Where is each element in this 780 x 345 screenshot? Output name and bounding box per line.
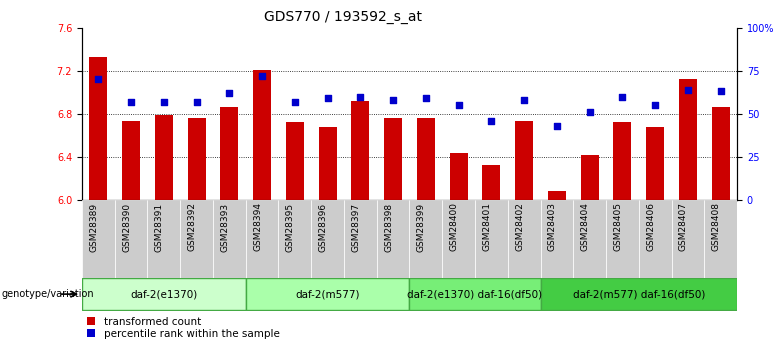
Text: GDS770 / 193592_s_at: GDS770 / 193592_s_at — [264, 10, 422, 24]
Bar — [285, 122, 304, 200]
Text: GSM28394: GSM28394 — [253, 203, 262, 252]
Text: GSM28404: GSM28404 — [580, 203, 590, 251]
Text: daf-2(e1370): daf-2(e1370) — [130, 289, 197, 299]
FancyBboxPatch shape — [475, 200, 508, 278]
Bar — [318, 127, 337, 200]
Bar — [515, 121, 534, 200]
Bar — [613, 122, 632, 200]
Bar — [384, 118, 402, 200]
Point — [321, 96, 334, 101]
Point — [256, 73, 268, 79]
FancyBboxPatch shape — [115, 200, 147, 278]
Text: GSM28391: GSM28391 — [154, 203, 164, 252]
FancyBboxPatch shape — [410, 278, 541, 310]
FancyBboxPatch shape — [410, 200, 442, 278]
Bar — [351, 101, 370, 200]
Text: GSM28393: GSM28393 — [220, 203, 229, 252]
Text: GSM28389: GSM28389 — [89, 203, 98, 252]
FancyBboxPatch shape — [344, 200, 377, 278]
Point — [387, 97, 399, 103]
Text: daf-2(m577): daf-2(m577) — [296, 289, 360, 299]
Text: GSM28392: GSM28392 — [187, 203, 197, 252]
Bar — [187, 118, 206, 200]
FancyBboxPatch shape — [606, 200, 639, 278]
FancyBboxPatch shape — [541, 200, 573, 278]
FancyBboxPatch shape — [278, 200, 311, 278]
Text: GSM28398: GSM28398 — [384, 203, 393, 252]
Text: daf-2(e1370) daf-16(df50): daf-2(e1370) daf-16(df50) — [407, 289, 543, 299]
FancyBboxPatch shape — [180, 200, 213, 278]
Legend: transformed count, percentile rank within the sample: transformed count, percentile rank withi… — [87, 317, 280, 339]
Point — [354, 94, 367, 99]
FancyBboxPatch shape — [82, 200, 115, 278]
Text: genotype/variation: genotype/variation — [2, 289, 94, 299]
Point — [190, 99, 203, 105]
Bar — [89, 57, 108, 200]
Bar — [580, 155, 599, 200]
Bar — [417, 118, 435, 200]
Bar — [646, 127, 665, 200]
FancyBboxPatch shape — [639, 200, 672, 278]
Text: GSM28405: GSM28405 — [613, 203, 622, 252]
Text: GSM28396: GSM28396 — [318, 203, 328, 252]
Point — [616, 94, 629, 99]
Point — [649, 102, 661, 108]
Text: GSM28395: GSM28395 — [285, 203, 295, 252]
Point — [714, 89, 727, 94]
Text: GSM28408: GSM28408 — [711, 203, 721, 252]
Point — [223, 90, 236, 96]
Text: GSM28390: GSM28390 — [122, 203, 131, 252]
Bar — [122, 121, 140, 200]
Bar — [154, 115, 173, 200]
FancyBboxPatch shape — [213, 200, 246, 278]
Text: GSM28406: GSM28406 — [646, 203, 655, 252]
Point — [289, 99, 301, 105]
Bar — [449, 152, 468, 200]
Point — [518, 97, 530, 103]
Text: GSM28407: GSM28407 — [679, 203, 688, 252]
Point — [583, 109, 596, 115]
FancyBboxPatch shape — [541, 278, 737, 310]
Text: GSM28399: GSM28399 — [417, 203, 426, 252]
Text: GSM28397: GSM28397 — [351, 203, 360, 252]
Point — [92, 77, 105, 82]
FancyBboxPatch shape — [377, 200, 410, 278]
Point — [125, 99, 137, 105]
Point — [485, 118, 498, 124]
Point — [452, 102, 465, 108]
Bar — [482, 165, 501, 200]
Bar — [220, 107, 239, 200]
Point — [682, 87, 694, 92]
Bar — [548, 191, 566, 200]
Point — [158, 99, 170, 105]
Text: GSM28402: GSM28402 — [515, 203, 524, 251]
FancyBboxPatch shape — [442, 200, 475, 278]
Bar — [679, 79, 697, 200]
FancyBboxPatch shape — [147, 200, 180, 278]
FancyBboxPatch shape — [508, 200, 541, 278]
FancyBboxPatch shape — [246, 200, 278, 278]
Bar — [711, 107, 730, 200]
FancyBboxPatch shape — [704, 200, 737, 278]
FancyBboxPatch shape — [82, 278, 246, 310]
Point — [420, 96, 432, 101]
Text: GSM28400: GSM28400 — [449, 203, 459, 252]
FancyBboxPatch shape — [573, 200, 606, 278]
FancyBboxPatch shape — [246, 278, 410, 310]
FancyBboxPatch shape — [311, 200, 344, 278]
FancyBboxPatch shape — [672, 200, 704, 278]
Point — [551, 123, 563, 129]
Text: GSM28401: GSM28401 — [482, 203, 491, 252]
Text: daf-2(m577) daf-16(df50): daf-2(m577) daf-16(df50) — [573, 289, 705, 299]
Bar — [253, 70, 271, 200]
Text: GSM28403: GSM28403 — [548, 203, 557, 252]
